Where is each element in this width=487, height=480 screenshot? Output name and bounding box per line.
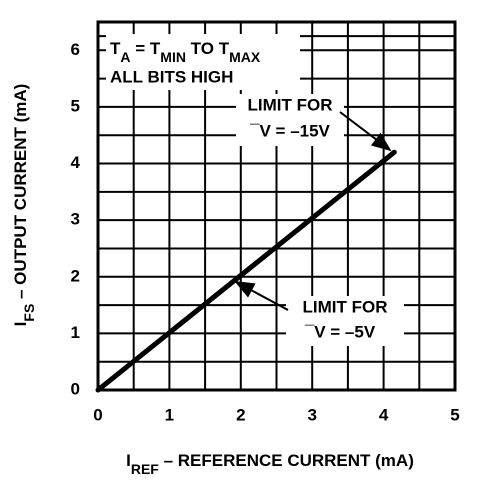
x-axis-label-part: REF (131, 461, 159, 477)
x-tick-label: 4 (379, 405, 389, 424)
plot-frame (96, 20, 457, 392)
x-tick-label: 3 (307, 405, 316, 424)
y-tick-label: 4 (71, 153, 81, 172)
y-axis-label-part: FS (21, 304, 37, 322)
limit-label: LIMIT FOR (248, 95, 333, 114)
x-tick-label: 5 (450, 405, 459, 424)
bits-label: ALL BITS HIGH (110, 67, 233, 86)
condition-label-part: TO T (186, 39, 230, 58)
y-axis-label: IFS – OUTPUT CURRENT (mA) (11, 84, 36, 327)
condition-label-part: = T (131, 39, 161, 58)
data (95, 149, 397, 393)
y-tick-label: 2 (71, 266, 80, 285)
y-tick-label: 0 (71, 379, 80, 398)
y-tick-label: 6 (71, 40, 80, 59)
x-tick-label: 2 (236, 405, 245, 424)
condition-label-part: MAX (229, 49, 261, 65)
y-axis-label-part: I (11, 322, 30, 327)
x-tick-label: 0 (93, 405, 102, 424)
y-tick-label: 1 (71, 323, 80, 342)
annotation-box (106, 34, 300, 90)
arrow (234, 281, 289, 311)
y-tick-label: 3 (71, 210, 80, 229)
y-tick-label: 5 (71, 96, 80, 115)
x-axis-label-part: – REFERENCE CURRENT (mA) (159, 451, 414, 470)
data-line (95, 149, 397, 393)
limit-label: ¯V = –15V (249, 121, 330, 140)
limit-label: ¯V = –5V (304, 322, 376, 341)
y-axis-label-part: – OUTPUT CURRENT (mA) (11, 84, 30, 304)
annotation-box (236, 94, 344, 146)
condition-label-part: MIN (160, 49, 186, 65)
arrow (339, 111, 392, 152)
condition-label: TA = TMIN TO TMAX (110, 39, 261, 64)
annotation-box (286, 296, 404, 346)
limit-label: LIMIT FOR (303, 297, 388, 316)
x-axis-label-part: I (126, 451, 131, 470)
condition-label-part: A (120, 49, 130, 65)
x-tick-label: 1 (165, 405, 174, 424)
condition-label-part: T (110, 39, 121, 58)
x-axis-label: IREF – REFERENCE CURRENT (mA) (126, 451, 414, 476)
